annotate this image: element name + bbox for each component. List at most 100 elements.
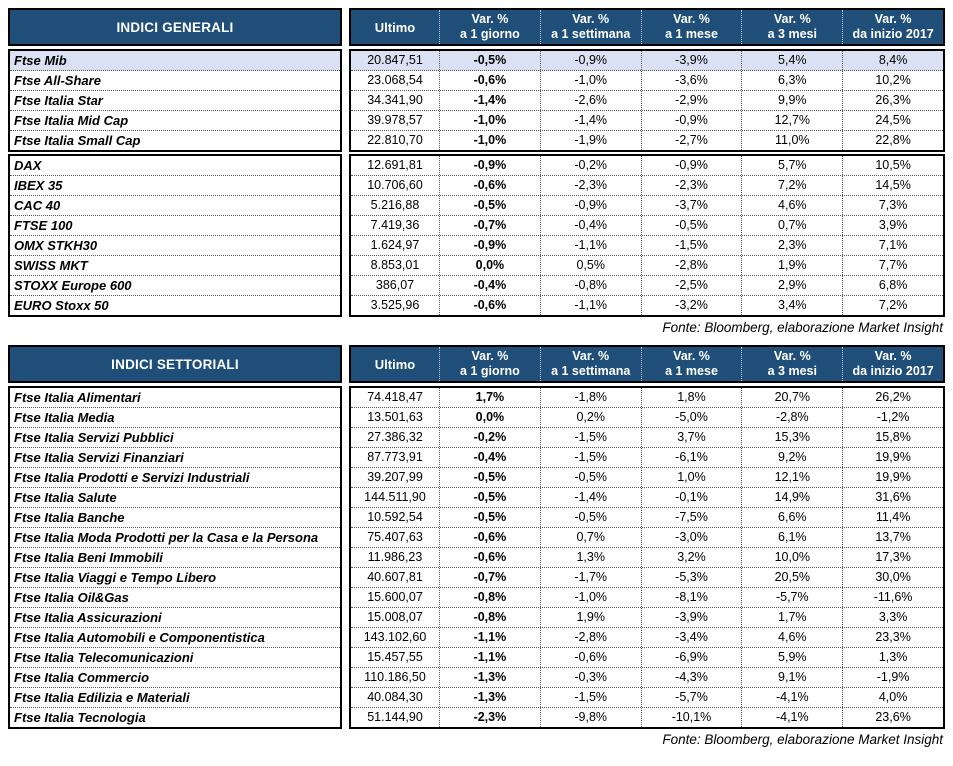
index-name: FTSE 100 [10,216,340,236]
cell-var-3: 6,3% [741,71,842,90]
cell-var-0: -0,5% [439,488,540,507]
cell-var-3: 5,7% [741,156,842,175]
table-row: 11.986,23 -0,6% 1,3% 3,2% 10,0% 17,3% [351,548,943,568]
table-row: 144.511,90 -0,5% -1,4% -0,1% 14,9% 31,6% [351,488,943,508]
table-row: 110.186,50 -1,3% -0,3% -4,3% 9,1% -1,9% [351,668,943,688]
cell-var-3: -4,1% [741,688,842,707]
column-header-var-1: Var. % a 1 settimana [539,10,641,44]
table-row: 34.341,90 -1,4% -2,6% -2,9% 9,9% 26,3% [351,91,943,111]
table-row: 51.144,90 -2,3% -9,8% -10,1% -4,1% 23,6% [351,708,943,727]
cell-ultimo: 386,07 [375,278,415,292]
index-name: SWISS MKT [10,256,340,276]
column-header-var-1: Var. % a 1 settimana [539,347,641,381]
index-name: Ftse All-Share [10,71,340,91]
index-name: Ftse Italia Servizi Finanziari [10,448,340,468]
cell-var-4: 10,5% [842,156,943,175]
index-name: Ftse Italia Star [10,91,340,111]
table-row: 87.773,91 -0,4% -1,5% -6,1% 9,2% 19,9% [351,448,943,468]
cell-var-4: 24,5% [842,111,943,130]
cell-var-2: -2,3% [640,176,742,195]
index-name: Ftse Italia Viaggi e Tempo Libero [10,568,340,588]
cell-var-3: 15,3% [741,428,842,447]
cell-var-3: 20,7% [741,388,842,407]
cell-var-0: -1,3% [439,688,540,707]
cell-var-1: -2,6% [539,91,641,110]
column-header-line1: Var. % [471,12,509,26]
table-row: 8.853,01 0,0% 0,5% -2,8% 1,9% 7,7% [351,256,943,276]
table-header-band: INDICI GENERALI Ultimo Var. % a 1 giorno V… [8,8,945,46]
cell-var-1: -1,1% [539,296,641,315]
cell-ultimo: 27.386,32 [367,430,423,444]
cell-var-1: -0,5% [539,508,641,527]
index-name: DAX [10,156,340,176]
cell-var-4: 19,9% [842,468,943,487]
cell-var-1: -0,4% [539,216,641,235]
cell-ultimo: 20.847,51 [367,53,423,67]
table-header-band: INDICI SETTORIALI Ultimo Var. % a 1 giorn… [8,345,945,383]
column-header-line1: Var. % [471,349,509,363]
cell-var-2: -3,9% [640,51,742,70]
cell-var-2: -7,5% [640,508,742,527]
index-name: Ftse Italia Small Cap [14,133,141,148]
column-header-line2: a 1 giorno [460,364,520,378]
cell-var-2: -0,1% [640,488,742,507]
cell-var-3: 2,3% [741,236,842,255]
table-row: 22.810,70 -1,0% -1,9% -2,7% 11,0% 22,8% [351,131,943,150]
source-note: Fonte: Bloomberg, elaborazione Market In… [662,320,943,335]
index-name: Ftse Italia Mid Cap [10,111,340,131]
cell-ultimo: 15.008,07 [367,610,423,624]
cell-var-1: -1,1% [539,236,641,255]
column-header-line2: a 3 mesi [767,364,817,378]
cell-var-2: -8,1% [640,588,742,607]
cell-var-0: -1,3% [439,668,540,687]
column-header-line1: Var. % [673,12,710,26]
index-name: Ftse Italia Salute [10,488,340,508]
index-name: Ftse Italia Media [10,408,340,428]
cell-var-4: 7,7% [842,256,943,275]
market-insight-report-page: INDICI GENERALI Ultimo Var. % a 1 giorno V… [8,8,945,747]
cell-var-0: -0,5% [439,508,540,527]
cell-var-1: 1,3% [539,548,641,567]
cell-ultimo: 7.419,36 [370,218,420,232]
table-row: 7.419,36 -0,7% -0,4% -0,5% 0,7% 3,9% [351,216,943,236]
cell-var-3: 6,6% [741,508,842,527]
cell-var-0: -0,9% [439,156,540,175]
cell-var-1: -0,9% [539,196,641,215]
index-name: Ftse Italia Assicurazioni [10,608,340,628]
cell-ultimo: 40.084,30 [367,690,423,704]
cell-var-4: 11,4% [842,508,943,527]
index-name-column: Ftse Mib Ftse All-Share Ftse Italia Star Ft… [8,49,342,152]
column-header-var-3: Var. % a 3 mesi [741,10,842,44]
index-name-column: DAX IBEX 35 CAC 40 FTSE 100 OMX STKH30 SWISS … [8,154,342,317]
cell-var-1: 0,7% [539,528,641,547]
index-name: Ftse Italia Oil&Gas [10,588,340,608]
column-header-line2: da inizio 2017 [852,364,934,378]
cell-var-1: -1,0% [539,588,641,607]
cell-var-4: 13,7% [842,528,943,547]
cell-ultimo: 3.525,96 [370,298,420,312]
cell-var-2: -10,1% [640,708,742,727]
cell-var-1: 0,2% [539,408,641,427]
cell-var-0: -1,1% [439,628,540,647]
cell-var-0: -0,6% [439,71,540,90]
cell-ultimo: 5.216,88 [370,198,420,212]
table-row: 13.501,63 0,0% 0,2% -5,0% -2,8% -1,2% [351,408,943,428]
cell-var-3: 14,9% [741,488,842,507]
cell-var-1: -1,8% [539,388,641,407]
cell-var-0: -0,6% [439,528,540,547]
cell-var-0: 1,7% [439,388,540,407]
cell-var-3: 1,7% [741,608,842,627]
cell-var-1: -0,3% [539,668,641,687]
index-name: Ftse Italia Tecnologia [14,710,146,725]
cell-var-4: 8,4% [842,51,943,70]
index-name: Ftse Italia Banche [10,508,340,528]
table-row: 15.600,07 -0,8% -1,0% -8,1% -5,7% -11,6% [351,588,943,608]
cell-ultimo: 8.853,01 [370,258,420,272]
table-body: Ftse Italia Alimentari Ftse Italia Media F… [8,386,945,729]
cell-var-2: 1,0% [640,468,742,487]
column-header-line1: Var. % [874,12,912,26]
cell-var-4: 30,0% [842,568,943,587]
cell-ultimo: 15.600,07 [367,590,423,604]
column-header-line2: a 3 mesi [767,27,817,41]
cell-var-2: -3,6% [640,71,742,90]
